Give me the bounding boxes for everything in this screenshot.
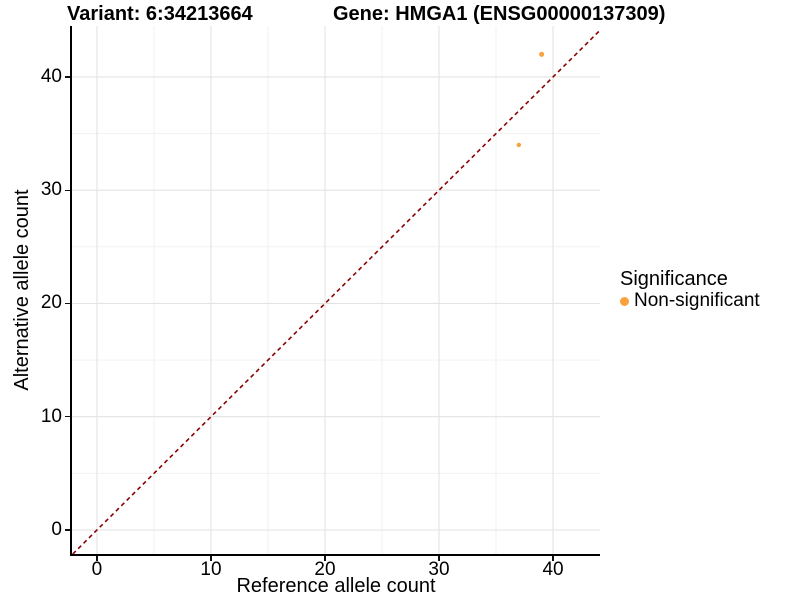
x-axis-tick [552, 556, 554, 561]
y-tick-label: 20 [40, 292, 62, 314]
y-tick-label: 10 [40, 405, 62, 427]
variant-title: Variant: 6:34213664 [67, 3, 253, 25]
x-tick-label: 40 [542, 559, 564, 580]
x-axis-tick [96, 556, 98, 561]
identity-reference-line [72, 29, 601, 555]
x-tick-label: 20 [314, 559, 336, 580]
y-axis-tick [65, 189, 70, 191]
legend-item-label: Non-significant [634, 290, 760, 311]
x-axis-title: Reference allele count [236, 575, 436, 597]
legend: Significance Non-significant [620, 268, 760, 312]
legend-point-icon [620, 296, 629, 306]
x-axis-tick [324, 556, 326, 561]
x-tick-label: 0 [91, 559, 103, 580]
plot-panel [72, 26, 601, 555]
legend-title: Significance [620, 268, 728, 290]
y-axis-tick [65, 302, 70, 305]
gene-title: Gene: HMGA1 (ENSG00000137309) [333, 3, 666, 25]
x-tick-label: 10 [200, 559, 222, 580]
y-tick-label: 0 [51, 518, 62, 540]
x-tick-label: 30 [428, 559, 450, 580]
y-axis-title: Alternative allele count [11, 189, 33, 391]
legend-item: Non-significant [620, 290, 760, 312]
x-axis-line [70, 554, 600, 556]
data-point [539, 51, 545, 57]
y-tick-label: 40 [40, 65, 62, 87]
y-axis-line [70, 26, 72, 556]
y-axis-tick [65, 76, 70, 78]
x-axis-tick [210, 556, 212, 561]
y-axis-tick [65, 416, 70, 418]
y-tick-label: 30 [40, 179, 62, 201]
data-point [516, 142, 522, 148]
x-axis-tick [438, 556, 440, 561]
y-axis-tick [65, 529, 70, 531]
scatter-plot-canvas [72, 26, 601, 555]
